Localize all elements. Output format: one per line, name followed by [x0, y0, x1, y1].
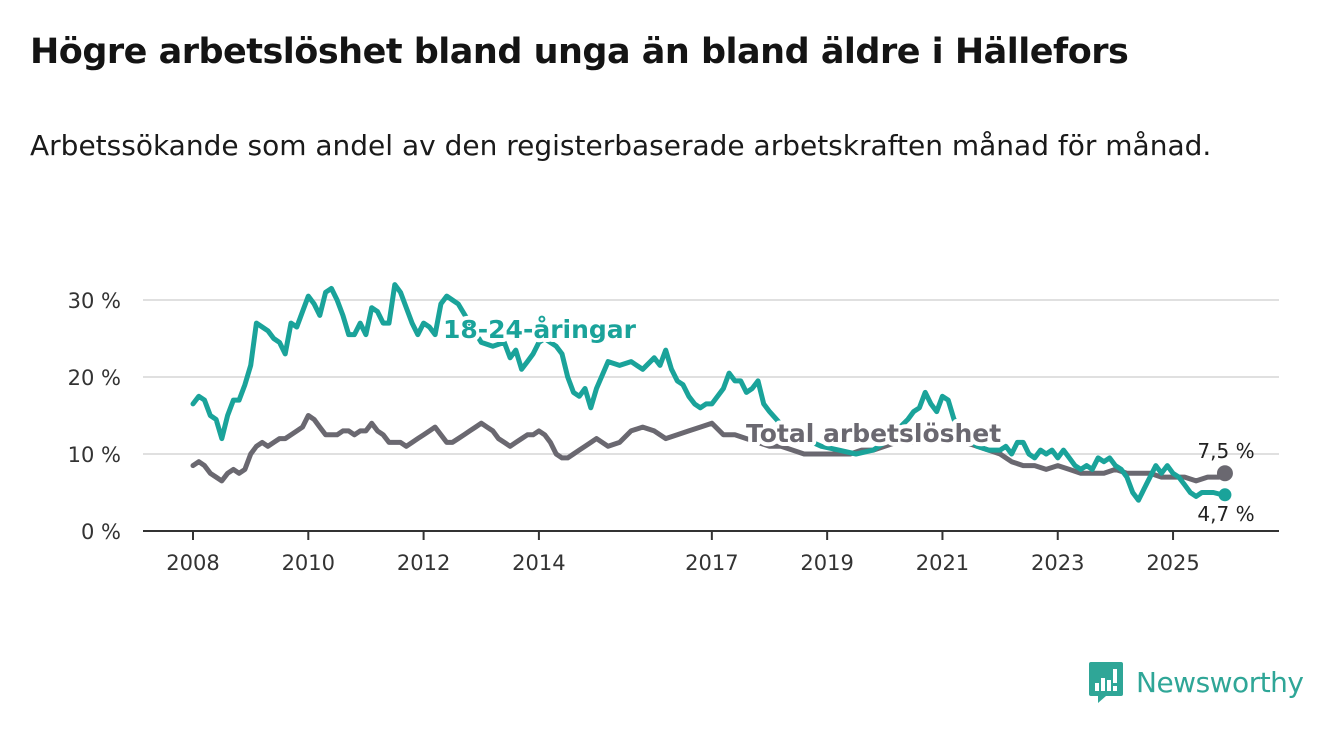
x-tick-label: 2019 — [800, 551, 853, 575]
series-label-total: Total arbetslöshet — [746, 419, 1001, 448]
series-lines — [190, 282, 1233, 503]
x-tick-label: 2017 — [685, 551, 738, 575]
y-tick-label: 10 % — [68, 443, 121, 467]
x-axis-ticks: 2008 2010 2012 2014 2017 2019 2021 2023 2025 — [166, 531, 1200, 575]
x-tick-label: 2021 — [916, 551, 969, 575]
series-line-total — [190, 413, 1228, 484]
x-tick-label: 2025 — [1146, 551, 1199, 575]
end-point-18-24 — [1218, 488, 1232, 502]
newsworthy-logo-icon — [1089, 662, 1123, 703]
series-labels: 7,5 %4,7 %18-24-åringar18-24-åringarTota… — [439, 311, 1255, 526]
end-point-total — [1216, 465, 1233, 482]
newsworthy-logo: Newsworthy — [1088, 660, 1304, 704]
x-tick-label: 2023 — [1031, 551, 1084, 575]
series-label-total-halo: Total arbetslöshet — [746, 419, 1001, 448]
line-chart: 0 % 10 % 20 % 30 % 2008 2010 2012 2014 2017 2019… — [68, 282, 1279, 575]
x-tick-label: 2012 — [397, 551, 450, 575]
grid-lines — [143, 299, 1279, 532]
series-label-18-24-halo: 18-24-åringar — [443, 315, 637, 344]
y-tick-label: 20 % — [68, 366, 121, 390]
newsworthy-brand-name: Newsworthy — [1136, 665, 1304, 699]
x-tick-label: 2014 — [512, 551, 565, 575]
x-tick-label: 2010 — [282, 551, 335, 575]
end-label-total: 7,5 % — [1197, 439, 1254, 463]
y-tick-label: 0 % — [81, 520, 121, 544]
series-label-18-24: 18-24-åringar — [443, 315, 637, 344]
x-tick-label: 2008 — [166, 551, 219, 575]
chart-title: Högre arbetslöshet bland unga än bland ä… — [30, 32, 1129, 72]
series-line-18-24 — [190, 282, 1228, 503]
end-label-18-24: 4,7 % — [1197, 502, 1254, 526]
chart-subtitle: Arbetssökande som andel av den registerb… — [30, 129, 1212, 162]
y-tick-label: 30 % — [68, 289, 121, 313]
y-axis-ticks: 0 % 10 % 20 % 30 % — [68, 289, 121, 544]
